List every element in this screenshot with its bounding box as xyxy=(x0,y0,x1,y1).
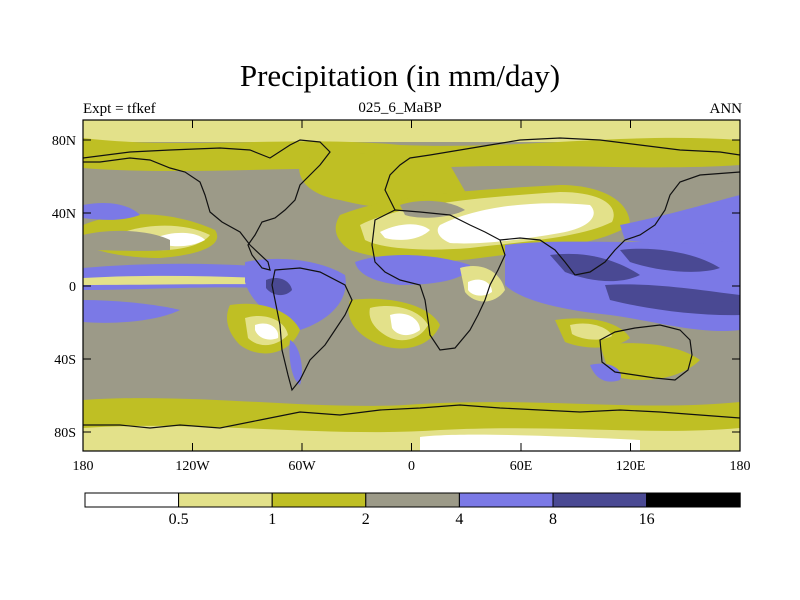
south-indian-light xyxy=(570,323,612,340)
experiment-label: Expt = tfkef xyxy=(83,101,156,117)
sahara-white-west xyxy=(380,224,430,240)
colorbar-labels: 0.5 1 2 4 8 16 xyxy=(169,511,655,528)
colorbar-swatch xyxy=(178,492,273,508)
pacific-dark-blue xyxy=(605,284,740,316)
x-tick-label: 120E xyxy=(616,459,646,474)
south-pacific-convergence-blue xyxy=(83,300,180,323)
south-pacific-white xyxy=(255,323,279,340)
coast-australia xyxy=(599,324,693,381)
coast-eurasia-south xyxy=(499,171,740,276)
map-title: Precipitation (in mm/day) xyxy=(239,58,561,93)
colorbar-label: 16 xyxy=(639,511,655,528)
y-tick-label: 40S xyxy=(54,353,76,368)
asia-white xyxy=(437,203,594,244)
x-tick-label: 120W xyxy=(175,459,210,474)
y-tick-label: 0 xyxy=(69,280,76,295)
colorbar-swatch xyxy=(84,492,180,508)
colorbar-swatch xyxy=(365,492,460,508)
x-tick-label: 60W xyxy=(288,459,316,474)
y-tick-labels: 80N 40N 0 40S 80S xyxy=(52,134,76,441)
west-pacific-dark-blue xyxy=(620,248,720,272)
colorbar xyxy=(84,492,741,508)
precipitation-field xyxy=(83,120,740,451)
south-america-blue xyxy=(289,340,302,385)
north-pacific-grey-gap xyxy=(83,230,170,251)
northern-olive-band xyxy=(83,137,740,172)
mediterranean-grey xyxy=(400,200,465,218)
x-tick-label: 0 xyxy=(408,459,415,474)
colorbar-swatch xyxy=(458,492,554,508)
west-africa-blue xyxy=(355,254,470,285)
maritime-dark-blue-1 xyxy=(550,253,640,282)
colorbar-label: 0.5 xyxy=(169,511,189,528)
run-label: 025_6_MaBP xyxy=(358,100,442,116)
y-tick-label: 40N xyxy=(52,207,76,222)
east-africa-white xyxy=(468,279,492,296)
colorbar-label: 4 xyxy=(455,511,463,528)
x-tick-label: 60E xyxy=(510,459,533,474)
y-tick-label: 80N xyxy=(52,134,76,149)
south-atlantic-white xyxy=(390,313,420,336)
y-tick-label: 80S xyxy=(54,426,76,441)
colorbar-label: 1 xyxy=(268,511,276,528)
coast-north-america xyxy=(83,139,331,271)
colorbar-swatch xyxy=(552,492,648,508)
australia-olive xyxy=(600,343,700,380)
north-pacific-blue-west xyxy=(83,203,140,220)
antarctic-white-patch xyxy=(420,434,640,451)
coast-africa xyxy=(371,209,506,351)
x-tick-labels: 180 120W 60W 0 60E 120E 180 xyxy=(73,459,751,474)
colorbar-swatch xyxy=(271,492,367,508)
coastlines xyxy=(83,137,740,429)
x-tick-label: 180 xyxy=(730,459,751,474)
x-tick-marks xyxy=(82,120,741,451)
colorbar-label: 2 xyxy=(362,511,370,528)
coast-eurasia-north xyxy=(384,137,740,211)
coast-antarctica xyxy=(83,404,740,429)
season-label: ANN xyxy=(709,101,743,117)
arctic-dry-band xyxy=(83,120,740,142)
colorbar-swatch xyxy=(646,492,741,508)
y-tick-marks xyxy=(83,139,740,433)
australia-blue xyxy=(590,363,621,382)
x-tick-label: 180 xyxy=(73,459,94,474)
kuroshio-blue xyxy=(620,195,740,244)
coast-south-america xyxy=(271,267,353,392)
colorbar-label: 8 xyxy=(549,511,557,528)
